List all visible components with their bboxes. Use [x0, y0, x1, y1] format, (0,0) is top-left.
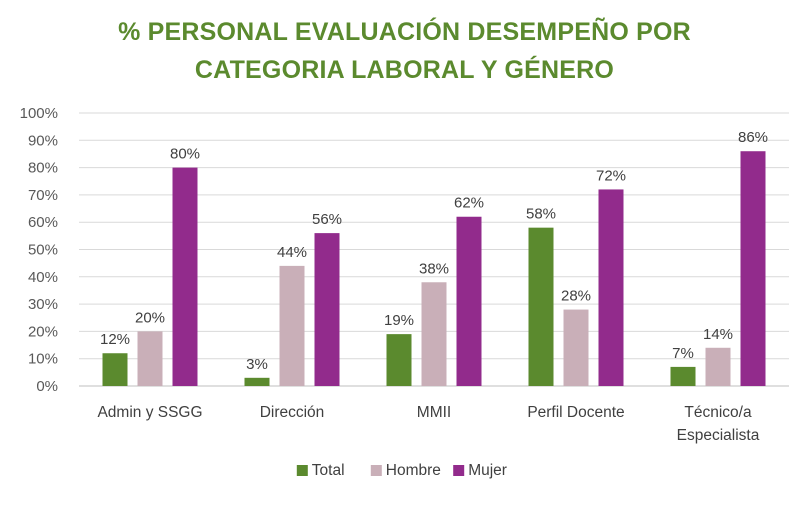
x-tick-label: Dirección [260, 404, 325, 421]
bar-mujer [314, 233, 340, 386]
chart-title-line-1: % PERSONAL EVALUACIÓN DESEMPEÑO POR [118, 18, 691, 46]
data-label: 12% [100, 331, 130, 348]
data-label: 80% [170, 146, 200, 163]
bar-hombre [279, 265, 305, 386]
x-tick-label: Técnico/a [684, 404, 752, 421]
bar-mujer [456, 216, 482, 386]
y-tick-label: 100% [20, 105, 58, 122]
data-label: 44% [277, 244, 307, 261]
legend-swatch-hombre [370, 465, 382, 476]
bar-hombre [421, 282, 447, 386]
bar-total [670, 366, 696, 386]
bar-mujer [740, 151, 766, 386]
legend-swatch-mujer [453, 465, 465, 476]
bar-mujer [598, 189, 624, 386]
data-label: 14% [703, 326, 733, 343]
x-tick-label: Admin y SSGG [97, 404, 202, 421]
y-tick-label: 50% [28, 242, 58, 259]
y-axis: 0% 10% 20% 30% 40% 50% 60% 70% 80% 90% 100% [20, 105, 58, 395]
bar-hombre [563, 309, 589, 386]
y-tick-label: 60% [28, 214, 58, 231]
data-label: 20% [135, 309, 165, 326]
data-label: 72% [596, 167, 626, 184]
data-label: 62% [454, 195, 484, 212]
data-label: 58% [526, 206, 556, 223]
y-tick-label: 40% [28, 269, 58, 286]
data-label: 38% [419, 260, 449, 277]
y-tick-label: 30% [28, 296, 58, 313]
legend-label-total: Total [312, 462, 345, 479]
y-tick-label: 0% [36, 378, 58, 395]
bar-total [528, 227, 554, 386]
x-axis: Admin y SSGG Dirección MMII Perfil Docente T… [97, 404, 759, 444]
x-tick-label: Especialista [677, 427, 760, 444]
y-tick-label: 90% [28, 132, 58, 149]
y-tick-label: 10% [28, 351, 58, 368]
bar-mujer [172, 167, 198, 386]
data-label: 7% [672, 345, 694, 362]
x-tick-label: Perfil Docente [527, 404, 624, 421]
bar-hombre [137, 331, 163, 386]
x-tick-label: MMII [417, 404, 451, 421]
bar-total [102, 353, 128, 386]
data-labels: 12% 20% 80% 3% 44% 56% 19% 38% 62% 58% 28% 72% 7% 14%… [100, 129, 768, 373]
bars [102, 151, 766, 386]
data-label: 3% [246, 356, 268, 373]
bar-hombre [705, 347, 731, 386]
legend: Total Hombre Mujer [296, 462, 507, 479]
legend-label-mujer: Mujer [468, 462, 507, 479]
bar-total [386, 334, 412, 386]
data-label: 86% [738, 129, 768, 146]
y-tick-label: 70% [28, 187, 58, 204]
y-tick-label: 20% [28, 323, 58, 340]
data-label: 19% [384, 312, 414, 329]
data-label: 28% [561, 288, 591, 305]
legend-label-hombre: Hombre [386, 462, 441, 479]
bar-total [244, 377, 270, 386]
chart-title-line-2: CATEGORIA LABORAL Y GÉNERO [194, 56, 615, 84]
y-tick-label: 80% [28, 160, 58, 177]
legend-swatch-total [296, 465, 308, 476]
data-label: 56% [312, 211, 342, 228]
